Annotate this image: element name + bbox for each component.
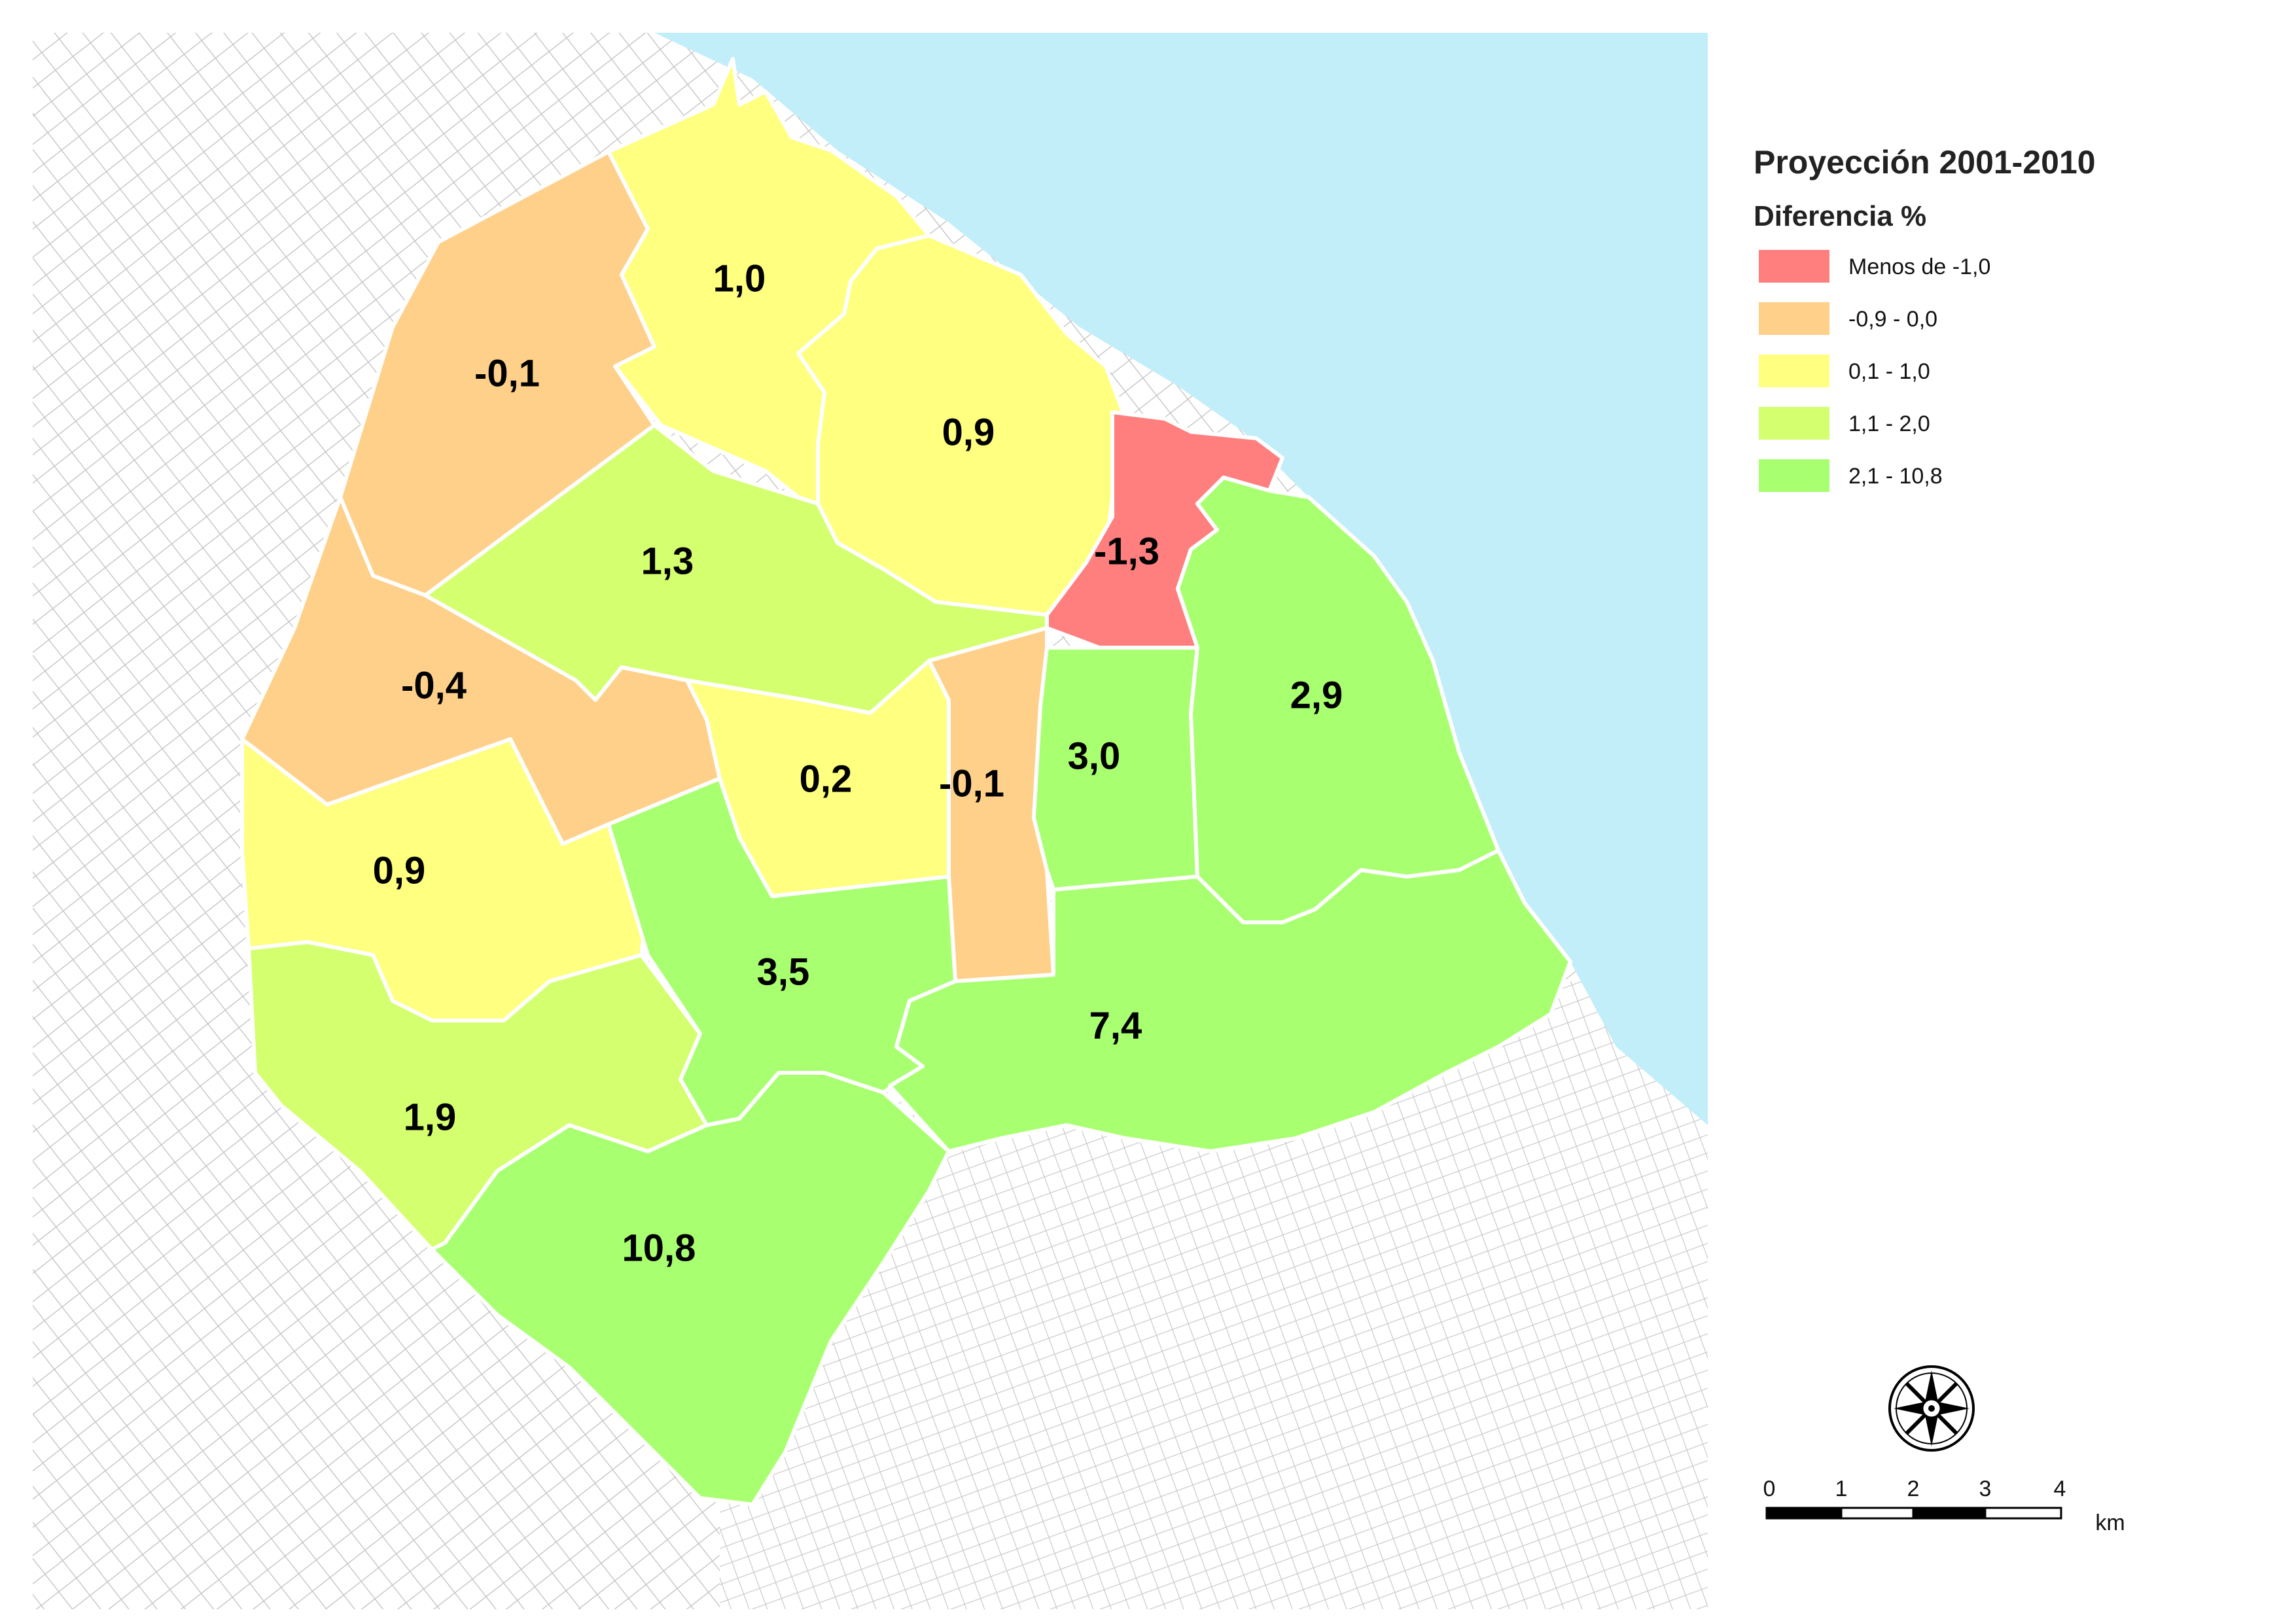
scale-bar-segment (1767, 1508, 1841, 1518)
scale-tick-label: 1 (1835, 1476, 1848, 1501)
zone-label-comuna-3: 3,0 (1068, 735, 1121, 777)
legend-swatch (1759, 302, 1829, 335)
legend-item-label: 2,1 - 10,8 (1848, 464, 1943, 489)
legend-item-label: 0,1 - 1,0 (1848, 359, 1930, 384)
zone-label-comuna-9: 1,9 (404, 1096, 457, 1138)
legend-item-label: 1,1 - 2,0 (1848, 411, 1930, 436)
legend-title: Proyección 2001-2010 (1754, 144, 2096, 181)
legend-item: -0,9 - 0,0 (1759, 302, 1937, 335)
zone-label-comuna-14: 0,9 (942, 411, 995, 453)
legend-swatch (1759, 459, 1829, 492)
legend-swatch (1759, 355, 1829, 387)
zone-label-comuna-7: 3,5 (757, 951, 810, 993)
zone-label-comuna-1: -1,3 (1094, 530, 1159, 572)
legend-item: 1,1 - 2,0 (1759, 407, 1930, 440)
scale-tick-label: 0 (1763, 1476, 1776, 1501)
scale-bar-segment (1913, 1508, 1985, 1518)
legend-item: Menos de -1,0 (1759, 250, 1990, 283)
zone-label-comuna-12: -0,1 (474, 352, 540, 394)
scale-tick-label: 4 (2054, 1476, 2066, 1501)
legend-swatch (1759, 407, 1829, 440)
zone-label-comuna-6: 0,2 (800, 758, 853, 800)
legend-item: 2,1 - 10,8 (1759, 459, 1943, 492)
legend-items: Menos de -1,0 -0,9 - 0,0 0,1 - 1,0 1,1 -… (1759, 250, 1990, 492)
legend-swatch (1759, 250, 1829, 283)
scale-tick-label: 2 (1907, 1476, 1920, 1501)
zone-comuna-8[interactable] (430, 1071, 951, 1507)
legend-item: 0,1 - 1,0 (1759, 355, 1930, 387)
zone-label-comuna-13: 1,0 (713, 257, 766, 300)
legend-item-label: Menos de -1,0 (1848, 254, 1990, 279)
scale-tick-label: 3 (1979, 1476, 1992, 1501)
zone-label-comuna-4: 7,4 (1089, 1004, 1142, 1047)
zone-label-comuna-8: 10,8 (622, 1227, 696, 1269)
scale-bar-segment (1984, 1507, 2062, 1520)
legend-subtitle: Diferencia % (1754, 200, 1926, 232)
river-water (654, 33, 1708, 1125)
scale-bar-segment (1840, 1507, 1915, 1520)
zone-label-comuna-10: 0,9 (373, 849, 426, 892)
zone-comuna-4[interactable] (888, 848, 1572, 1153)
legend-item-label: -0,9 - 0,0 (1848, 307, 1937, 332)
zone-label-comuna-11: -0,4 (401, 664, 467, 707)
compass-rose-icon (1888, 1365, 1975, 1452)
scale-unit-label: km (2095, 1510, 2125, 1535)
zone-label-comuna-15: 1,3 (641, 540, 694, 582)
zone-labels-layer: 1,0 -0,1 0,9 -1,3 1,3 -0,4 0,2 -0,1 3,0 … (373, 257, 1343, 1269)
zones-layer (240, 57, 1572, 1507)
zone-label-comuna-2: 2,9 (1290, 674, 1343, 716)
legend: Proyección 2001-2010 Diferencia % Menos … (1754, 144, 2096, 492)
zone-comuna-9[interactable] (247, 940, 709, 1251)
zone-comuna-12[interactable] (338, 150, 656, 597)
scale-bar: 0 1 2 3 4 km (1763, 1476, 2125, 1535)
zone-label-comuna-5: -0,1 (939, 762, 1004, 805)
